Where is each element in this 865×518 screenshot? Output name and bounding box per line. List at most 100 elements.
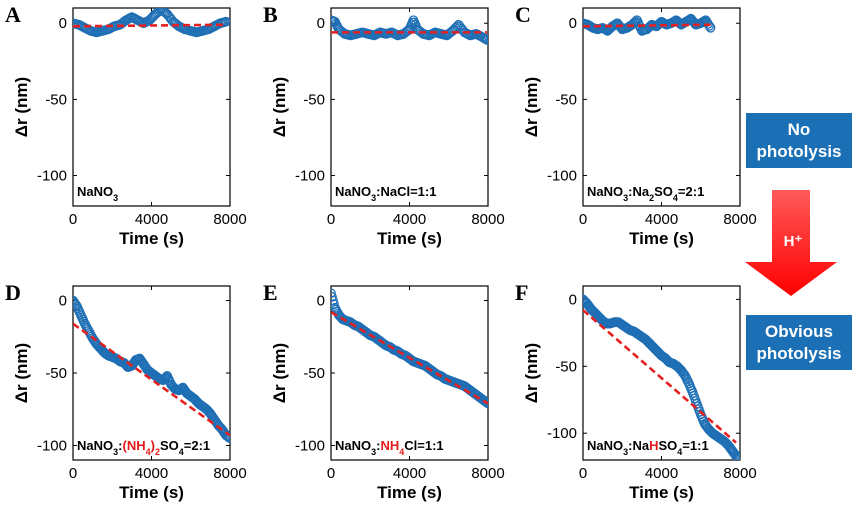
y-axis-label: Δr (nm) <box>12 77 31 137</box>
annotation-segment: H <box>649 438 658 453</box>
annotation-segment: 4 <box>179 447 184 457</box>
y-tick-label: 0 <box>317 15 325 32</box>
y-tick-label: -100 <box>37 168 67 185</box>
annotation-segment: SO <box>160 438 179 453</box>
annotation-segment: ) <box>151 438 155 453</box>
annotation-segment: SO <box>654 184 673 199</box>
x-tick-label: 8000 <box>723 465 756 482</box>
annotation-segment: :Na <box>628 184 650 199</box>
x-tick-label: 8000 <box>471 211 504 228</box>
data-point <box>705 22 716 33</box>
panel-c: C 0 4000 8000 0 -50 -100 Time (s) Δr (nm) NaNO3:N… <box>515 2 757 248</box>
panel-letter: E <box>263 280 278 305</box>
x-tick-label: 8000 <box>213 465 246 482</box>
data-point <box>331 15 336 26</box>
fit-line <box>73 23 227 28</box>
y-tick-label: -50 <box>303 365 325 382</box>
panel-d: D 0 4000 8000 0 -50 -100 Time (s) Δr (nm) NaNO3:(… <box>5 280 247 502</box>
data-point-interp <box>73 298 80 309</box>
annotation-segment: 4 <box>677 447 682 457</box>
x-tick-label: 8000 <box>213 211 246 228</box>
annotation-segment: =1:1 <box>682 438 708 453</box>
data-point <box>221 16 230 27</box>
x-axis-label: Time (s) <box>377 229 442 248</box>
y-tick-label: -50 <box>555 91 577 108</box>
annotation-segment: NaNO <box>335 438 371 453</box>
y-axis-label: Δr (nm) <box>270 343 289 403</box>
no-photolysis-line2: photolysis <box>756 141 842 161</box>
y-tick-label: -100 <box>295 168 325 185</box>
annotation-segment: Cl=1:1 <box>404 438 443 453</box>
axes-frame <box>72 7 231 207</box>
panel-b: B 0 4000 8000 0 -50 -100 Time (s) Δr (nm) NaNO3:N… <box>263 2 505 248</box>
no-photolysis-line1: No <box>787 119 811 139</box>
annotation-segment: 3 <box>371 193 376 203</box>
x-tick-label: 4000 <box>393 211 426 228</box>
x-tick-label: 8000 <box>723 211 756 228</box>
y-tick-label: -50 <box>303 91 325 108</box>
annotation-segment: 4 <box>146 447 151 457</box>
annotation-segment: 3 <box>113 193 118 203</box>
annotation-segment: 2 <box>155 447 160 457</box>
annotation-segment: 3 <box>623 193 628 203</box>
annotation-segment: 3 <box>623 447 628 457</box>
annotation-segment: NaNO <box>587 438 623 453</box>
data-point-interp <box>734 453 740 460</box>
x-tick-label: 8000 <box>471 465 504 482</box>
data-point <box>731 451 740 460</box>
annotation-segment: NH <box>380 438 399 453</box>
axes-frame <box>330 285 489 461</box>
data-point <box>482 35 488 45</box>
sample-annotation: NaNO3:(NH4)2SO4=2:1 <box>77 438 210 457</box>
annotation-segment: 3 <box>371 447 376 457</box>
x-tick-label: 0 <box>69 211 77 228</box>
obvious-photolysis-box: Obvious photolysis <box>746 315 852 370</box>
down-arrow-icon <box>745 190 837 296</box>
fit-line <box>331 310 488 405</box>
y-tick-label: -50 <box>555 358 577 375</box>
annotation-segment: NaNO <box>77 438 113 453</box>
panel-letter: B <box>263 2 278 27</box>
y-tick-label: -50 <box>45 365 67 382</box>
x-tick-label: 4000 <box>135 211 168 228</box>
axes-frame <box>582 7 741 207</box>
annotation-segment: : <box>376 438 380 453</box>
data-point-interp <box>153 8 164 17</box>
x-axis-label: Time (s) <box>119 483 184 502</box>
sample-annotation: NaNO3 <box>77 184 118 203</box>
y-axis-label: Δr (nm) <box>270 77 289 137</box>
plot-area <box>73 8 230 38</box>
annotation-segment: NaNO <box>335 184 371 199</box>
y-axis-label: Δr (nm) <box>522 343 541 403</box>
y-tick-label: -50 <box>45 91 67 108</box>
annotation-segment: =2:1 <box>184 438 210 453</box>
y-axis-label: Δr (nm) <box>12 343 31 403</box>
plot-area <box>331 15 488 45</box>
obvious-photolysis-line2: photolysis <box>756 343 842 363</box>
annotation-segment: NaNO <box>77 184 113 199</box>
y-tick-label: -100 <box>547 168 577 185</box>
plot-area <box>583 13 716 36</box>
panel-letter: A <box>5 2 21 27</box>
annotation-segment: SO <box>658 438 677 453</box>
x-tick-label: 4000 <box>135 465 168 482</box>
data-point <box>735 453 740 460</box>
annotation-segment: NaNO <box>587 184 623 199</box>
data-point-interp <box>159 374 170 385</box>
annotation-segment: 4 <box>673 193 678 203</box>
x-axis-label: Time (s) <box>629 229 694 248</box>
fit-line <box>73 322 230 437</box>
sample-annotation: NaNO3:NH4Cl=1:1 <box>335 438 444 457</box>
sample-annotation: NaNO3:NaHSO4=1:1 <box>587 438 709 457</box>
plot-area <box>73 295 230 444</box>
x-axis-label: Time (s) <box>629 483 694 502</box>
data-point-interp <box>732 451 740 460</box>
annotation-segment: :NaCl=1:1 <box>376 184 436 199</box>
acid-arrow: H⁺ <box>745 190 837 296</box>
annotation-segment: 4 <box>399 447 404 457</box>
data-point <box>483 398 488 409</box>
data-point-interp <box>629 17 640 28</box>
fit-line <box>583 309 737 444</box>
